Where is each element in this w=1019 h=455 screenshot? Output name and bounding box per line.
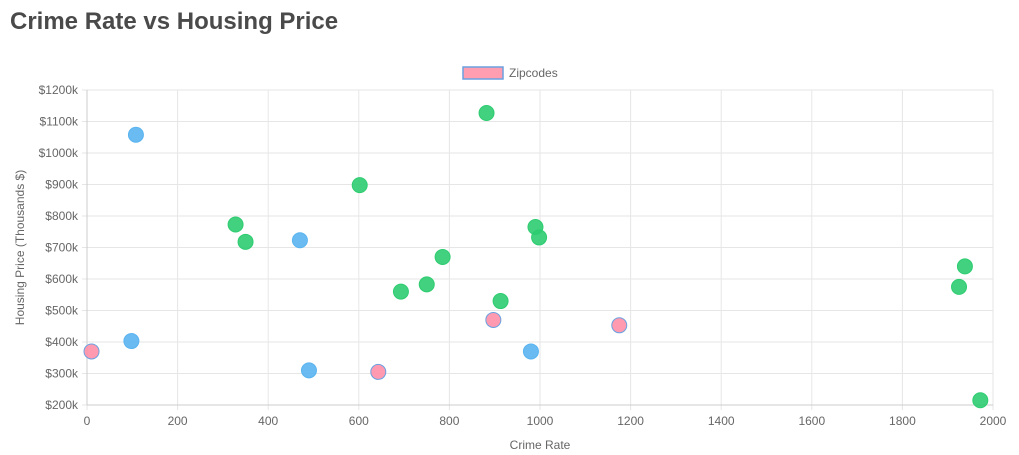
data-point[interactable] [418,276,435,293]
data-point[interactable] [123,333,140,350]
chart-grid [82,89,994,410]
data-point[interactable] [434,248,451,265]
y-tick-label: $900k [45,178,79,192]
data-point[interactable] [127,126,144,143]
x-axis-title: Crime Rate [510,438,571,452]
y-tick-label: $1100k [40,115,79,129]
y-axis-title: Housing Price (Thousands $) [13,170,27,325]
x-tick-label: 1800 [889,414,916,428]
data-point[interactable] [531,229,548,246]
y-tick-label: $600k [45,272,79,286]
data-point[interactable] [611,317,628,334]
legend-label[interactable]: Zipcodes [509,66,558,80]
y-tick-label: $400k [45,335,79,349]
y-tick-label: $700k [45,241,79,255]
x-tick-label: 600 [349,414,369,428]
data-point[interactable] [83,343,100,360]
y-tick-label: $300k [45,367,79,381]
data-point[interactable] [351,177,368,194]
data-point[interactable] [972,392,989,409]
chart-points [83,104,989,409]
x-tick-label: 0 [84,414,91,428]
data-point[interactable] [300,362,317,379]
data-point[interactable] [956,258,973,275]
x-tick-label: 1000 [527,414,554,428]
data-point[interactable] [227,216,244,233]
data-point[interactable] [492,293,509,310]
data-point[interactable] [485,311,502,328]
data-point[interactable] [392,283,409,300]
data-point[interactable] [951,278,968,295]
x-tick-label: 1600 [798,414,825,428]
legend-swatch[interactable] [462,66,504,80]
data-point[interactable] [237,233,254,250]
x-tick-label: 1400 [708,414,735,428]
y-tick-label: $1200k [39,83,79,97]
data-point[interactable] [291,232,308,249]
data-point[interactable] [370,363,387,380]
chart-legend[interactable]: Zipcodes [462,66,558,80]
y-tick-label: $500k [45,304,79,318]
y-tick-label: $200k [45,398,79,412]
x-tick-label: 800 [439,414,459,428]
data-point[interactable] [478,104,495,121]
chart-axes: 0 200 400 600 800 1000 1200 1400 1600 1800 2000 $20… [39,83,1007,428]
x-tick-label: 2000 [980,414,1007,428]
x-tick-label: 200 [168,414,188,428]
x-tick-label: 400 [258,414,278,428]
page-title: Crime Rate vs Housing Price [10,8,339,35]
data-point[interactable] [522,343,539,360]
y-tick-label: $800k [45,209,79,223]
x-tick-label: 1200 [617,414,644,428]
y-tick-label: $1000k [39,146,79,160]
